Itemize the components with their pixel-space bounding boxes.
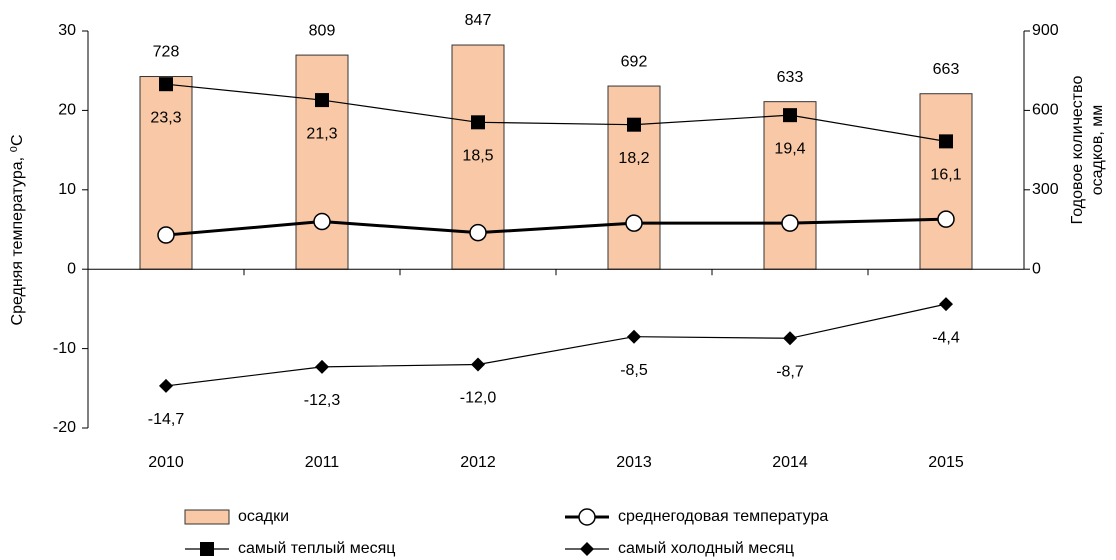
data-label: -14,7 (148, 411, 185, 428)
legend-label: среднегодовая температура (618, 508, 828, 525)
line (165, 303, 947, 387)
bar (763, 101, 817, 270)
data-label: 809 (309, 22, 336, 39)
bar (919, 93, 973, 270)
y2-axis-title: Годовое количество (1069, 76, 1086, 225)
data-label: -12,3 (304, 392, 341, 409)
marker (469, 223, 487, 242)
data-label: 692 (621, 53, 648, 70)
data-label: 663 (933, 61, 960, 78)
data-label: 21,3 (306, 125, 337, 142)
marker (313, 212, 331, 231)
legend-marker (578, 508, 596, 526)
y-axis-title: Средняя температура, ⁰С (9, 135, 26, 326)
data-label: -8,7 (776, 363, 804, 380)
y-tick-label: 30 (58, 22, 76, 39)
y2-tick-label: 600 (1032, 102, 1059, 119)
y-tick-label: 0 (67, 260, 76, 277)
marker (627, 117, 641, 132)
legend-label: осадки (238, 508, 289, 525)
data-label: 633 (777, 69, 804, 86)
legend-marker (580, 542, 594, 556)
legend-marker (200, 542, 214, 556)
bar (607, 85, 661, 270)
y2-tick-label: 300 (1032, 181, 1059, 198)
marker (159, 77, 173, 92)
marker (315, 359, 329, 374)
marker (783, 331, 797, 346)
data-label: 18,5 (462, 148, 493, 165)
x-tick-label: 2010 (148, 454, 184, 471)
data-label: 19,4 (774, 140, 805, 157)
bar (295, 54, 349, 270)
legend-label: самый теплый месяц (238, 540, 395, 557)
line (165, 83, 947, 142)
marker (783, 108, 797, 123)
y2-tick-label: 0 (1032, 260, 1041, 277)
marker (627, 329, 641, 344)
x-tick-label: 2012 (460, 454, 496, 471)
y-tick-label: -10 (53, 340, 76, 357)
x-tick-label: 2014 (772, 454, 808, 471)
line (165, 217, 947, 237)
marker (315, 93, 329, 108)
data-label: -4,4 (932, 329, 960, 346)
marker (157, 226, 175, 244)
x-tick-label: 2015 (928, 454, 964, 471)
y2-axis-title: осадков, мм (1089, 105, 1106, 196)
legend-label: самый холодный месяц (618, 540, 794, 557)
marker (781, 214, 799, 232)
data-label: 847 (465, 12, 492, 29)
data-label: 23,3 (150, 109, 181, 126)
x-tick-label: 2011 (305, 454, 340, 471)
y-tick-label: 10 (58, 181, 76, 198)
marker (939, 134, 953, 149)
marker (937, 210, 955, 228)
x-tick-label: 2013 (616, 454, 652, 471)
marker (159, 378, 173, 393)
legend-swatch (184, 509, 230, 525)
y-tick-label: 20 (58, 102, 76, 119)
data-label: -8,5 (620, 362, 648, 379)
y-tick-label: -20 (53, 419, 76, 436)
data-label: 18,2 (618, 150, 649, 167)
data-label: -12,0 (460, 390, 497, 407)
marker (471, 115, 485, 130)
marker (939, 297, 953, 312)
data-label: 16,1 (930, 167, 961, 184)
y2-tick-label: 900 (1032, 22, 1059, 39)
marker (471, 357, 485, 372)
marker (625, 214, 643, 232)
data-label: 728 (153, 44, 180, 61)
